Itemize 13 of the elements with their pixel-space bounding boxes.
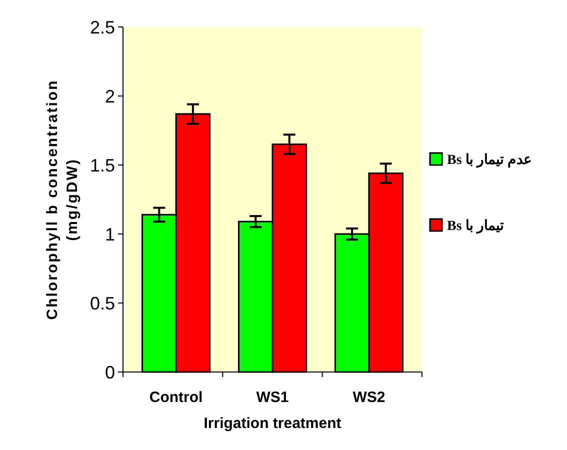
x-axis-title: Irrigation treatment	[204, 415, 342, 432]
y-tick-label: 1.5	[90, 155, 115, 176]
y-tick-label: 0	[104, 362, 115, 382]
legend-label: عدم تیمار با Bs	[447, 152, 532, 168]
legend-label: تیمار با Bs	[447, 218, 504, 234]
y-tick-label: 2.5	[90, 17, 115, 38]
y-axis-title: Chlorophyll b concentration (mg/gDW)	[44, 79, 81, 320]
x-tick-label: WS1	[256, 389, 289, 406]
x-tick-label: WS2	[352, 389, 386, 406]
x-tick-label: Control	[149, 389, 203, 406]
y-tick-label: 2	[104, 86, 115, 106]
y-tick-label: 0.5	[90, 293, 115, 314]
y-tick-label: 1	[104, 224, 115, 244]
